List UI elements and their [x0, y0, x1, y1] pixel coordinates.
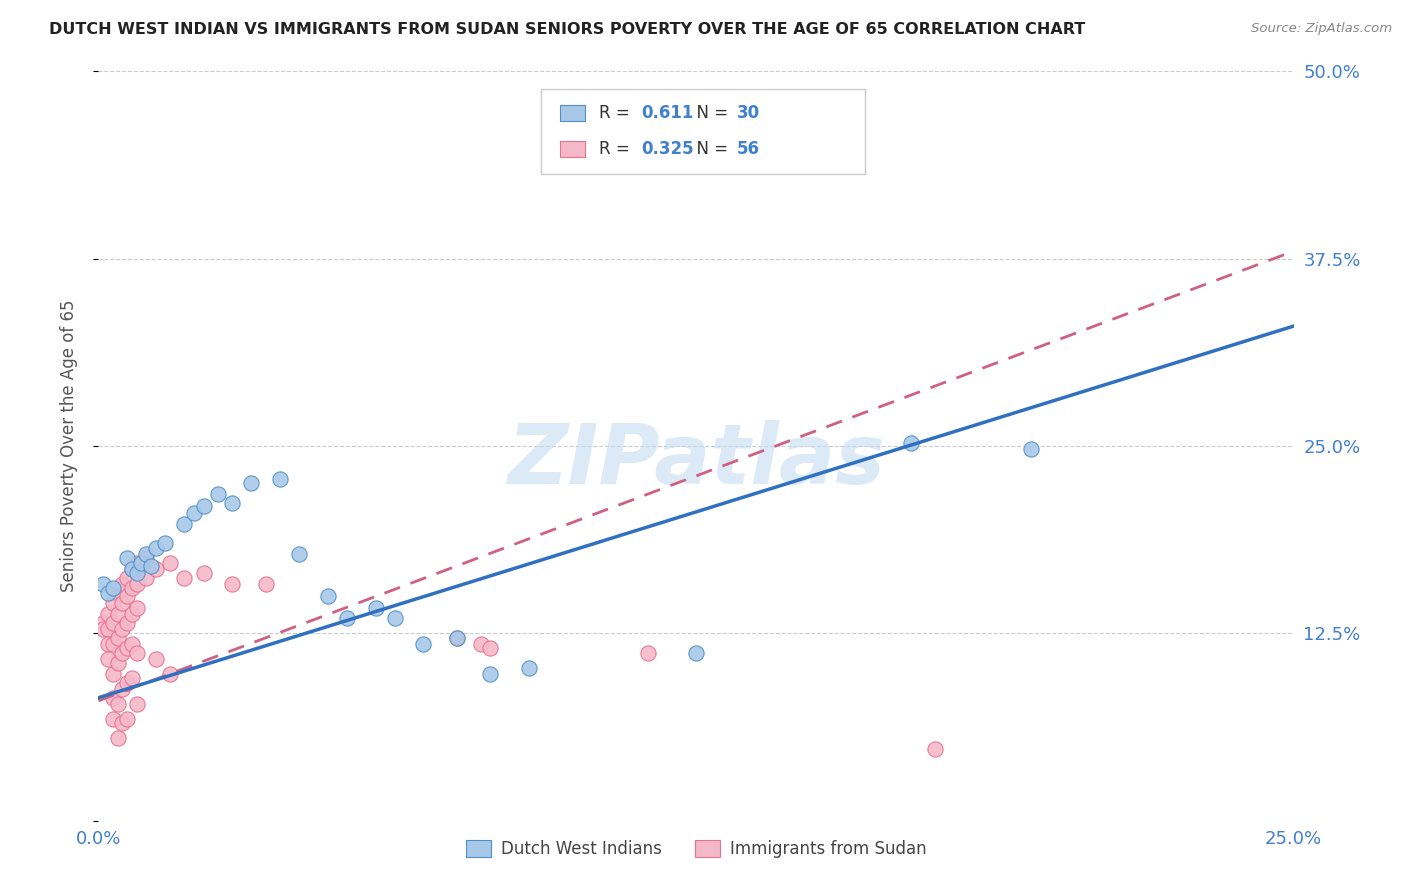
- Point: [125, 577, 148, 591]
- Point: [384, 611, 406, 625]
- Point: [121, 637, 143, 651]
- Point: [125, 646, 148, 660]
- Point: [91, 577, 114, 591]
- Point: [115, 641, 138, 656]
- Text: 0.325: 0.325: [641, 140, 693, 158]
- Point: [107, 657, 129, 671]
- Point: [101, 637, 124, 651]
- Text: N =: N =: [686, 140, 734, 158]
- Point: [685, 646, 707, 660]
- Point: [111, 716, 134, 731]
- Point: [412, 637, 434, 651]
- Point: [97, 607, 120, 621]
- Point: [159, 556, 181, 570]
- Point: [121, 562, 143, 576]
- Text: R =: R =: [599, 104, 636, 122]
- Point: [115, 589, 138, 603]
- Point: [91, 615, 114, 630]
- Point: [97, 637, 120, 651]
- Point: [221, 496, 243, 510]
- Point: [101, 582, 124, 596]
- Point: [139, 558, 162, 573]
- Point: [924, 741, 946, 756]
- Point: [111, 622, 134, 636]
- Point: [135, 547, 157, 561]
- Point: [97, 622, 120, 636]
- Point: [637, 646, 659, 660]
- Point: [101, 666, 124, 681]
- Point: [135, 551, 157, 566]
- Point: [159, 666, 181, 681]
- Point: [173, 516, 195, 531]
- Text: N =: N =: [686, 104, 734, 122]
- Point: [107, 607, 129, 621]
- Point: [364, 600, 387, 615]
- Point: [479, 641, 502, 656]
- Point: [111, 596, 134, 610]
- Point: [101, 690, 124, 705]
- Point: [131, 556, 153, 570]
- Text: Source: ZipAtlas.com: Source: ZipAtlas.com: [1251, 22, 1392, 36]
- Point: [479, 666, 502, 681]
- Point: [115, 615, 138, 630]
- Point: [316, 589, 339, 603]
- Point: [125, 600, 148, 615]
- Point: [269, 472, 291, 486]
- Point: [651, 157, 673, 171]
- Point: [97, 586, 120, 600]
- Point: [125, 556, 148, 570]
- Point: [107, 631, 129, 645]
- Point: [446, 631, 468, 645]
- Text: 56: 56: [737, 140, 759, 158]
- Point: [240, 476, 263, 491]
- Point: [111, 646, 134, 660]
- Point: [336, 611, 359, 625]
- Point: [155, 536, 177, 550]
- Point: [900, 436, 922, 450]
- Point: [111, 681, 134, 696]
- Point: [173, 571, 195, 585]
- Point: [115, 675, 138, 690]
- Point: [193, 566, 215, 581]
- Point: [115, 712, 138, 726]
- Point: [107, 697, 129, 711]
- Text: 0.611: 0.611: [641, 104, 693, 122]
- Point: [107, 586, 129, 600]
- Point: [1019, 442, 1042, 456]
- Text: 30: 30: [737, 104, 759, 122]
- Point: [97, 652, 120, 666]
- Point: [115, 551, 138, 566]
- Point: [135, 571, 157, 585]
- Point: [145, 541, 167, 555]
- Point: [121, 582, 143, 596]
- Point: [183, 507, 205, 521]
- Point: [101, 615, 124, 630]
- Point: [115, 571, 138, 585]
- Point: [470, 637, 492, 651]
- Point: [193, 499, 215, 513]
- Point: [107, 731, 129, 746]
- Text: DUTCH WEST INDIAN VS IMMIGRANTS FROM SUDAN SENIORS POVERTY OVER THE AGE OF 65 CO: DUTCH WEST INDIAN VS IMMIGRANTS FROM SUD…: [49, 22, 1085, 37]
- Point: [517, 661, 540, 675]
- Point: [121, 607, 143, 621]
- Point: [121, 562, 143, 576]
- Legend: Dutch West Indians, Immigrants from Sudan: Dutch West Indians, Immigrants from Suda…: [458, 833, 934, 864]
- Point: [111, 577, 134, 591]
- Point: [288, 547, 311, 561]
- Text: R =: R =: [599, 140, 636, 158]
- Point: [101, 596, 124, 610]
- Point: [145, 652, 167, 666]
- Point: [125, 566, 148, 581]
- Point: [254, 577, 277, 591]
- Point: [221, 577, 243, 591]
- Y-axis label: Seniors Poverty Over the Age of 65: Seniors Poverty Over the Age of 65: [59, 300, 77, 592]
- Point: [125, 697, 148, 711]
- Point: [91, 622, 114, 636]
- Point: [207, 487, 229, 501]
- Point: [145, 562, 167, 576]
- Point: [101, 712, 124, 726]
- Point: [446, 631, 468, 645]
- Text: ZIPatlas: ZIPatlas: [508, 420, 884, 501]
- Point: [121, 671, 143, 685]
